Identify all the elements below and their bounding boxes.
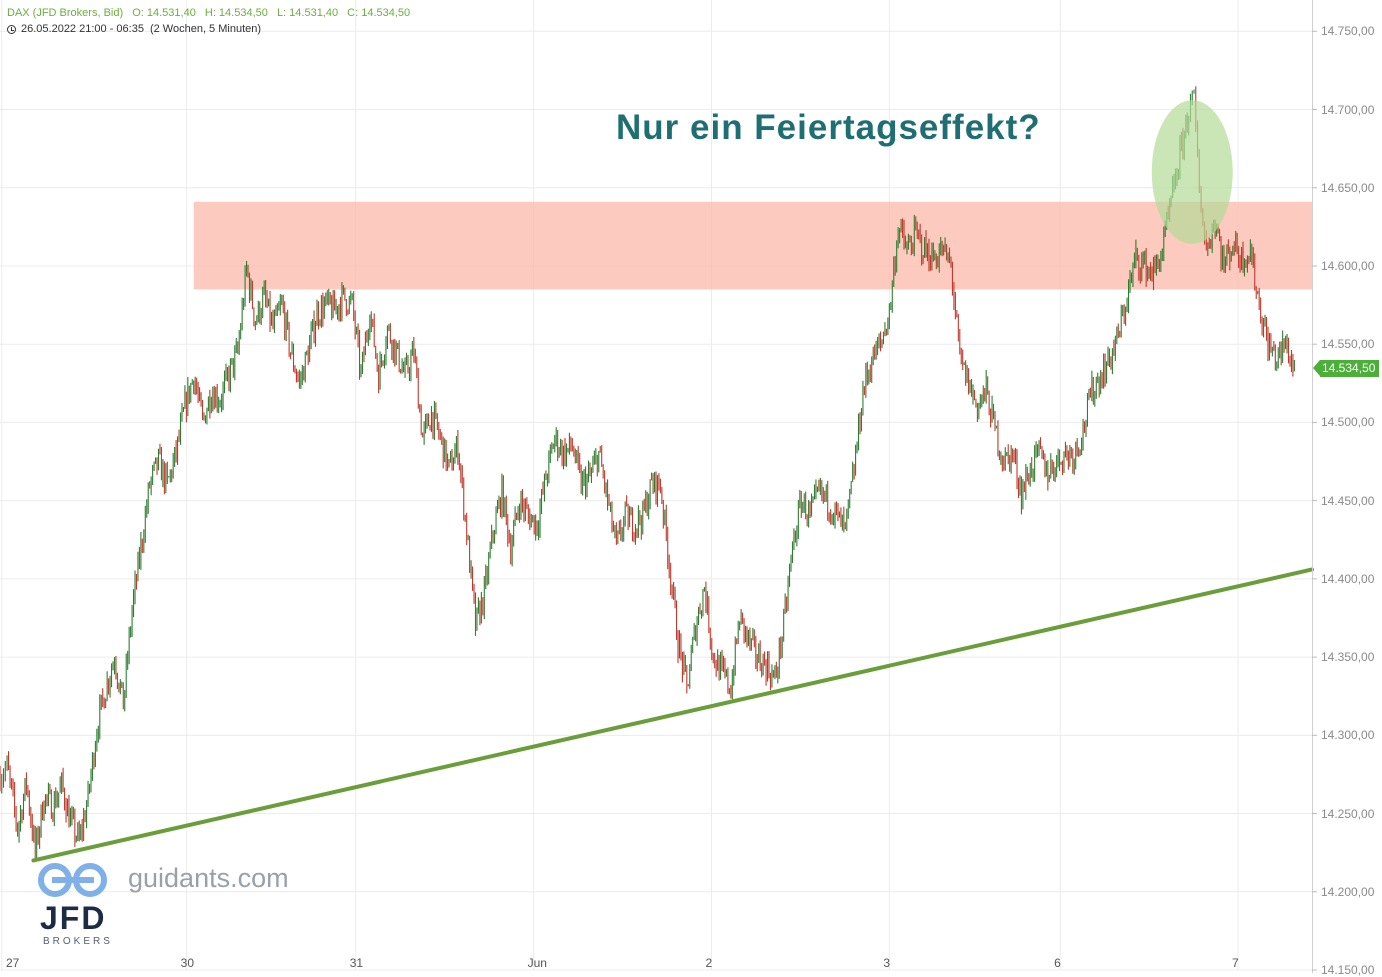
current-price-tag: 14.534,50 (1312, 359, 1380, 377)
y-tick-label: 14.350,00 (1321, 650, 1375, 665)
high-value: H: 14.534,50 (204, 7, 268, 19)
x-tick-label: 6 (1054, 956, 1061, 970)
y-tick-label: 14.150,00 (1321, 963, 1375, 977)
highlight-ellipse (1151, 100, 1233, 245)
grid-lines (0, 0, 1312, 971)
y-tick-label: 14.300,00 (1321, 728, 1375, 743)
resistance-zone (193, 201, 1312, 290)
close-value: C: 14.534,50 (347, 7, 411, 19)
clock-icon (7, 24, 16, 34)
y-tick-label: 14.400,00 (1321, 571, 1375, 586)
y-tick-label: 14.450,00 (1321, 493, 1375, 508)
breakout-highlight (1151, 100, 1233, 245)
y-tick-label: 14.500,00 (1321, 415, 1375, 430)
x-tick-label: 7 (1232, 956, 1239, 970)
y-tick-label: 14.250,00 (1321, 806, 1375, 821)
watermark-site: guidants.com (128, 863, 289, 893)
broker-logo: JFD (40, 900, 107, 936)
time-range: 26.05.2022 21:00 - 06:35 (21, 23, 144, 35)
x-tick-label: 27 (6, 956, 20, 970)
y-tick-label: 14.750,00 (1321, 24, 1375, 39)
y-tick-label: 14.550,00 (1321, 337, 1375, 352)
support-trendline[interactable] (31, 567, 1314, 863)
x-tick-label: Jun (527, 956, 547, 970)
y-tick-label: 14.650,00 (1321, 180, 1375, 195)
y-tick-label: 14.600,00 (1321, 258, 1375, 273)
period-label: (2 Wochen, 5 Minuten) (149, 23, 262, 35)
resistance-zone-rect (193, 201, 1312, 290)
price-series (0, 86, 1295, 859)
x-tick-label: 3 (883, 956, 891, 970)
ohlc-header: DAX (JFD Brokers, Bid) O: 14.531,40 H: 1… (7, 6, 416, 20)
price-axis (1312, 0, 1317, 973)
x-tick-label: 31 (349, 956, 364, 970)
open-value: O: 14.531,40 (132, 7, 196, 19)
guidants-logo-icon (38, 863, 107, 897)
chart-annotation: Nur ein Feiertagseffekt? (616, 108, 1041, 147)
time-range-header: 26.05.2022 21:00 - 06:35 (2 Wochen, 5 Mi… (7, 22, 267, 36)
x-tick-label: 30 (180, 956, 195, 970)
low-value: L: 14.531,40 (276, 7, 339, 19)
x-tick-label: 2 (705, 956, 713, 970)
y-tick-label: 14.200,00 (1321, 884, 1375, 899)
y-tick-label: 14.700,00 (1321, 102, 1375, 117)
broker-logo-sub: BROKERS (43, 936, 113, 947)
symbol-label: DAX (JFD Brokers, Bid) (7, 7, 124, 19)
trendline-segment (31, 567, 1314, 863)
